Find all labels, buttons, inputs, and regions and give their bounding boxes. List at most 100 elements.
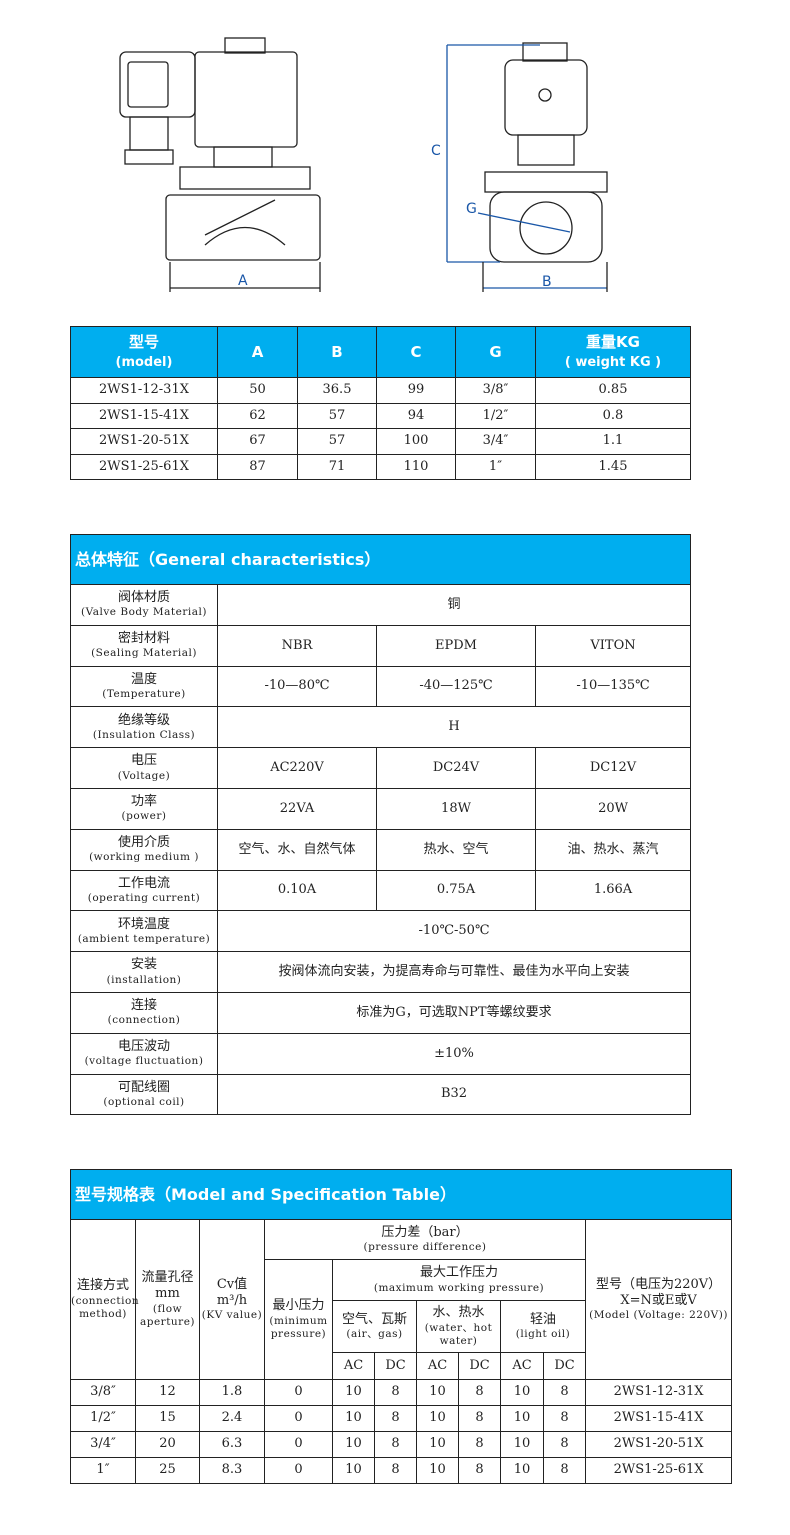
- cell: 2WS1-15-41X: [584, 1405, 733, 1432]
- cell: 8.3: [199, 1457, 265, 1484]
- row-label: 密封材料 (Sealing Material): [70, 624, 218, 667]
- header-flow: 流量孔径mm (flow aperture): [135, 1219, 200, 1380]
- cell: 15: [135, 1405, 200, 1432]
- cell: H: [216, 706, 692, 749]
- row-label: 环境温度 (ambient temperature): [70, 910, 218, 953]
- valve-drawing: A C G B: [119, 37, 608, 292]
- header-dc: DC: [374, 1352, 417, 1380]
- cell: 0.75A: [376, 869, 536, 912]
- header-light-oil: 轻油 (light oil): [500, 1300, 586, 1353]
- dim-b-label: B: [542, 274, 552, 290]
- cell: -10—80℃: [217, 665, 377, 708]
- cell: 10: [500, 1457, 544, 1484]
- cell: 1/2″: [455, 402, 536, 429]
- table-row: 使用介质 (working medium ) 空气、水、自然气体 热水、空气 油、热水、…: [70, 828, 692, 871]
- cell: 94: [376, 402, 456, 429]
- table-row: 工作电流 (operating current) 0.10A 0.75A 1.66A: [70, 869, 692, 912]
- cell: 10: [500, 1431, 544, 1458]
- cell: 铜: [216, 584, 692, 626]
- spec-title: 型号规格表（Model and Specification Table）: [69, 1169, 733, 1220]
- table-row: 密封材料 (Sealing Material) NBR EPDM VITON: [70, 624, 692, 667]
- header-a: A: [217, 326, 298, 378]
- row-label: 绝缘等级 (Insulation Class): [70, 706, 218, 749]
- cell: 8: [374, 1431, 417, 1458]
- cell: 1.66A: [534, 869, 692, 912]
- cell: 110: [376, 453, 456, 480]
- cell: VITON: [534, 624, 692, 667]
- cell: 1.1: [535, 428, 691, 455]
- row-label: 电压波动 (voltage fluctuation): [70, 1032, 218, 1075]
- cell: 10: [416, 1457, 459, 1484]
- front-view: [446, 42, 608, 292]
- table-row: 可配线圈 (optional coil) B32: [70, 1073, 692, 1116]
- cell: 18W: [376, 787, 536, 830]
- cell: 2WS1-12-31X: [70, 377, 218, 404]
- cell: 1.45: [535, 453, 691, 480]
- cell: 8: [543, 1431, 586, 1458]
- cell: 10: [416, 1431, 459, 1458]
- table-row: 电压 (Voltage) AC220V DC24V DC12V: [70, 747, 692, 789]
- dim-c-label: C: [431, 143, 441, 159]
- cell: 空气、水、自然气体: [217, 828, 377, 871]
- cell: 1/2″: [70, 1405, 136, 1432]
- cell: 油、热水、蒸汽: [534, 828, 692, 871]
- cell: 20: [135, 1431, 200, 1458]
- table-row: 电压波动 (voltage fluctuation) ±10%: [70, 1032, 692, 1075]
- table-row: 3/8″ 12 1.8 0 10 8 10 8 10 8 2WS1-12-31X: [70, 1379, 733, 1406]
- table-row: 连接 (connection) 标准为G，可选取NPT等螺纹要求: [70, 991, 692, 1034]
- cell: 12: [135, 1379, 200, 1406]
- cell: NBR: [217, 624, 377, 667]
- cell: 22VA: [217, 787, 377, 830]
- cell: 按阀体流向安装，为提高寿命与可靠性、最佳为水平向上安装: [216, 951, 692, 993]
- table-row: 功率 (power) 22VA 18W 20W: [70, 787, 692, 830]
- table-row: 2WS1-20-51X 67 57 100 3/4″ 1.1: [70, 428, 691, 455]
- cell: B32: [216, 1073, 692, 1116]
- cell: 热水、空气: [376, 828, 536, 871]
- table-row: 1″ 25 8.3 0 10 8 10 8 10 8 2WS1-25-61X: [70, 1457, 733, 1484]
- cell: 10: [332, 1405, 375, 1432]
- dimensions-table: 型号 (model) A B C G 重量KG( weight KG ) 2WS1…: [70, 326, 691, 480]
- cell: 0.10A: [217, 869, 377, 912]
- table-row: 温度 (Temperature) -10—80℃ -40—125℃ -10—135℃: [70, 665, 692, 708]
- row-label: 可配线圈 (optional coil): [70, 1073, 218, 1116]
- dim-g-label: G: [466, 201, 477, 217]
- header-model: 型号 (model): [70, 326, 218, 378]
- cell: 8: [458, 1405, 501, 1432]
- cell: 99: [376, 377, 456, 404]
- cell: -10—135℃: [534, 665, 692, 708]
- header-cv: Cv值 m³/h (KV value): [199, 1219, 265, 1380]
- cell: 57: [297, 402, 377, 429]
- cell: 36.5: [297, 377, 377, 404]
- cell: 8: [374, 1405, 417, 1432]
- cell: 67: [217, 428, 298, 455]
- cell: 2.4: [199, 1405, 265, 1432]
- cell: 2WS1-12-31X: [584, 1379, 733, 1406]
- cell: 0: [264, 1431, 333, 1458]
- row-label: 安装 (installation): [70, 951, 218, 993]
- cell: 50: [217, 377, 298, 404]
- cell: 2WS1-25-61X: [584, 1457, 733, 1484]
- cell: 62: [217, 402, 298, 429]
- cell: 0: [264, 1405, 333, 1432]
- general-characteristics-table: 总体特征（General characteristics） 阀体材质 (Valve…: [69, 534, 692, 1116]
- spec-table: 型号规格表（Model and Specification Table） 连接方…: [69, 1169, 733, 1484]
- header-air-gas: 空气、瓦斯 (air、gas): [332, 1300, 417, 1353]
- cell: ±10%: [216, 1032, 692, 1075]
- cell: 8: [458, 1457, 501, 1484]
- cell: 0.8: [535, 402, 691, 429]
- cell: 标准为G，可选取NPT等螺纹要求: [216, 991, 692, 1034]
- header-weight: 重量KG( weight KG ): [535, 326, 691, 378]
- cell: 3/8″: [70, 1379, 136, 1406]
- header-ac: AC: [500, 1352, 544, 1380]
- table-row: 1/2″ 15 2.4 0 10 8 10 8 10 8 2WS1-15-41X: [70, 1405, 733, 1432]
- cell: 10: [332, 1379, 375, 1406]
- cell: 57: [297, 428, 377, 455]
- cell: 2WS1-25-61X: [70, 453, 218, 480]
- cell: 8: [374, 1379, 417, 1406]
- row-label: 温度 (Temperature): [70, 665, 218, 708]
- header-pressure: 压力差（bar） (pressure difference): [264, 1219, 586, 1260]
- cell: 3/4″: [455, 428, 536, 455]
- header-ac: AC: [332, 1352, 375, 1380]
- cell: 3/8″: [455, 377, 536, 404]
- row-label: 工作电流 (operating current): [70, 869, 218, 912]
